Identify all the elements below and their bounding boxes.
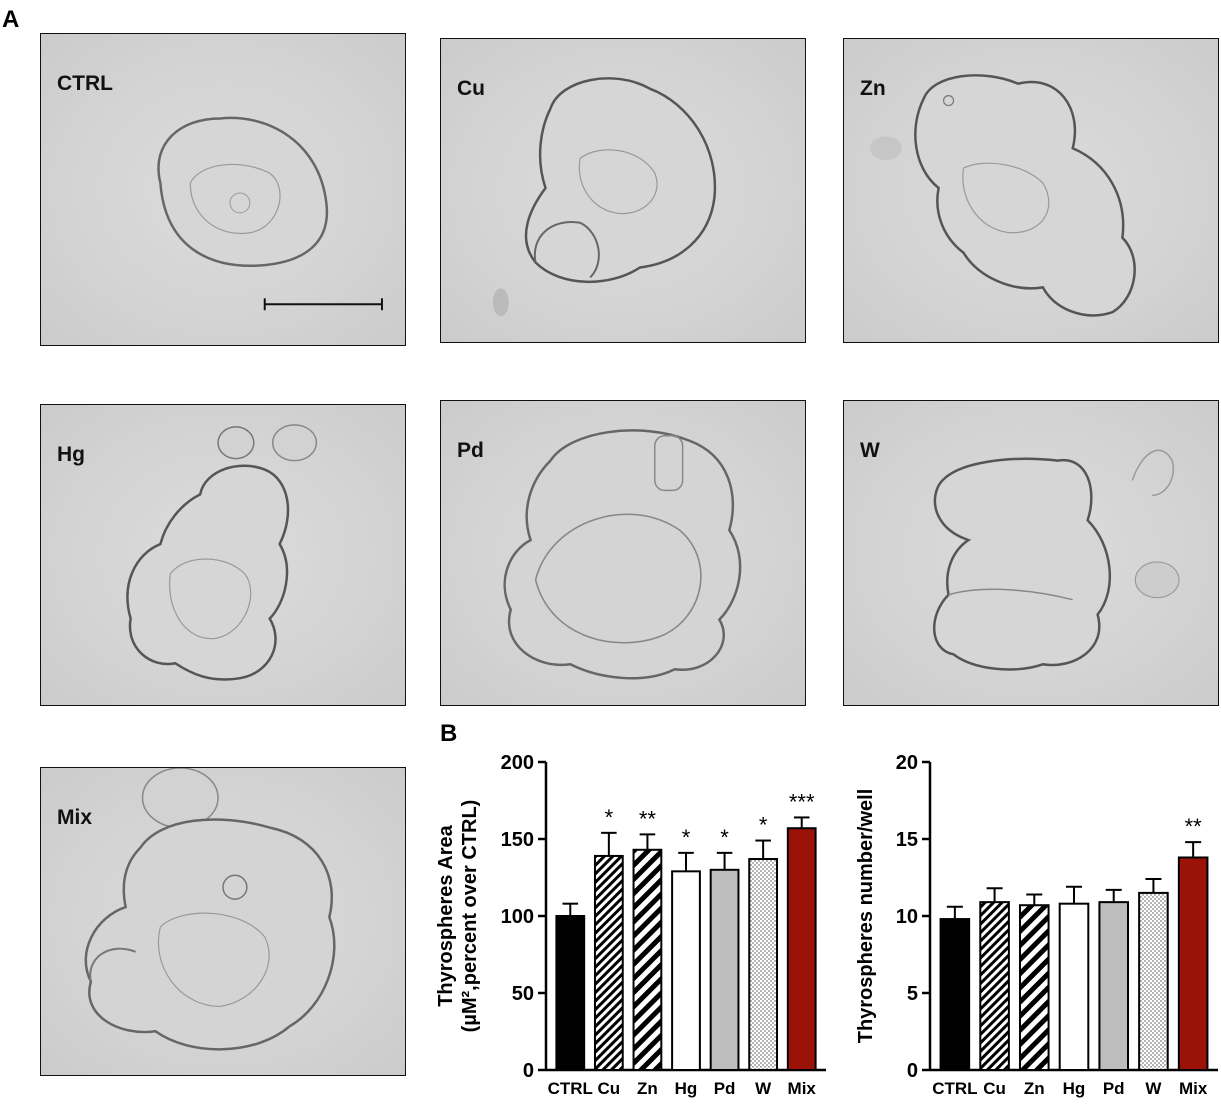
x-tick-label: CTRL [932,1079,977,1098]
bar-w [748,858,779,1071]
panel-letter-b: B [440,720,458,747]
y-tick-label: 5 [907,983,918,1005]
spheroid-image-w [933,449,1180,671]
y-tick-label: 15 [896,829,918,851]
y-axis-label: Thyrospheres Area [435,824,457,1006]
significance-marker: ** [639,806,657,831]
y-tick-label: 10 [896,906,918,928]
micrograph-hg: Hg [40,404,406,706]
spheroid-image-hg [126,424,318,681]
bar-zn [1018,904,1050,1071]
y-tick-label: 50 [512,983,534,1005]
x-tick-label: Mix [788,1079,817,1098]
significance-marker: * [682,825,691,850]
micrograph-zn: Zn [843,38,1219,343]
area-bar-chart: 0 50 100 150 200 Thyrospheres Area (µM²,percen… [435,752,826,1098]
x-tick-label: Zn [637,1079,658,1098]
significance-marker: ** [1185,814,1203,839]
scale-bar [263,298,383,311]
spheroid-image-mix [84,768,336,1051]
y-tick-label: 0 [523,1060,534,1082]
micrograph-cu: Cu [440,38,806,343]
bar-zn [632,848,663,1071]
micrograph-label-w: W [860,439,880,462]
significance-marker: * [759,813,768,838]
y-tick-label: 20 [896,752,918,774]
y-tick-label: 0 [907,1060,918,1082]
x-tick-label: Zn [1024,1079,1045,1098]
spheroid-image-pd [503,429,742,680]
spheroid-image-ctrl [157,116,383,311]
micrograph-ctrl: CTRL [40,33,406,346]
significance-marker: * [720,825,729,850]
micrograph-label-ctrl: CTRL [57,72,113,95]
bar-ctrl [939,918,971,1071]
micrograph-label-cu: Cu [457,77,485,100]
x-tick-label: CTRL [548,1079,593,1098]
y-tick-label: 150 [501,829,534,851]
micrograph-label-hg: Hg [57,443,85,466]
significance-marker: * [605,805,614,830]
y-axis-label-units: (µM²,percent over CTRL) [459,800,481,1033]
spheroid-image-zn [870,74,1136,317]
x-tick-label: Hg [1063,1079,1086,1098]
micrograph-label-pd: Pd [457,439,484,462]
x-tick-label: Mix [1179,1079,1208,1098]
panel-letter-a: A [2,6,20,33]
bar-ctrl [555,915,586,1071]
x-tick-label: Cu [983,1079,1006,1098]
micrograph-label-zn: Zn [860,77,886,100]
spheroid-image-cu [492,77,717,317]
micrograph-w: W [843,400,1219,706]
significance-marker: *** [789,789,815,814]
bar-cu [593,854,624,1071]
bar-hg [1058,902,1090,1071]
micrograph-pd: Pd [440,400,806,706]
bar-pd [1098,901,1130,1071]
x-tick-label: Hg [675,1079,698,1098]
x-tick-label: W [755,1079,772,1098]
y-axis-label: Thyrospheres number/well [855,789,877,1044]
x-tick-label: Cu [598,1079,621,1098]
x-tick-label: W [1145,1079,1162,1098]
y-tick-label: 100 [501,906,534,928]
micrograph-label-mix: Mix [57,806,93,829]
x-tick-label: Pd [714,1079,736,1098]
bar-mix [1177,856,1209,1072]
bar-pd [709,868,740,1071]
y-tick-label: 200 [501,752,534,774]
number-bar-chart: 0 5 10 15 20 Thyrospheres number/well CTRL Cu Zn… [855,752,1218,1098]
bar-w [1138,891,1169,1071]
x-tick-label: Pd [1103,1079,1125,1098]
bar-mix [786,827,817,1071]
bar-cu [979,901,1010,1071]
bar-hg [671,870,701,1071]
micrograph-mix: Mix [40,767,406,1076]
